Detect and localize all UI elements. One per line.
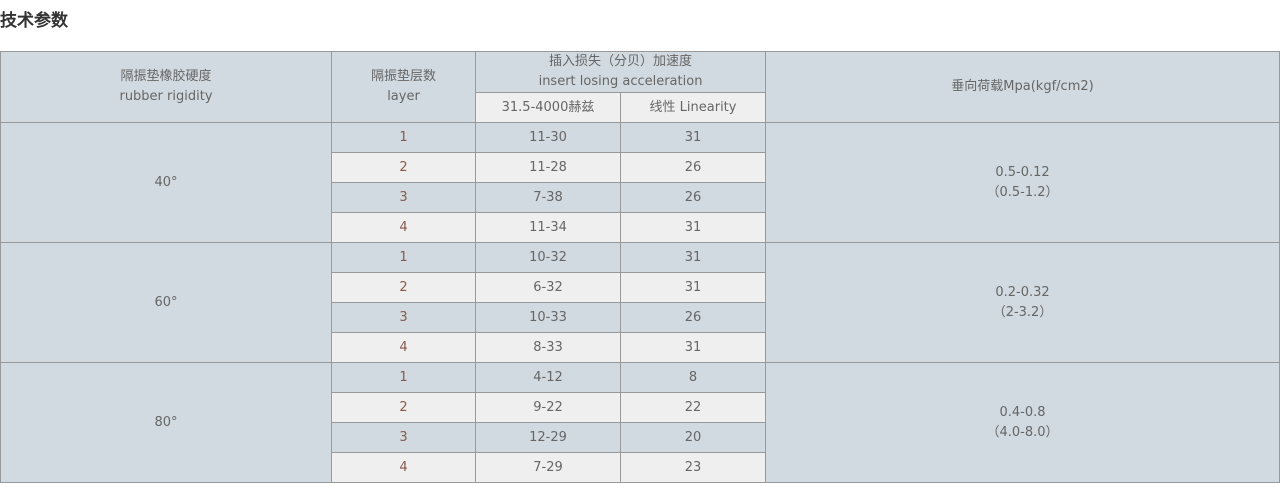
- header-freq: 31.5-4000赫兹: [475, 92, 621, 123]
- table-row: 2 11-28 26: [1, 152, 1280, 183]
- table-row: 4 11-34 31: [1, 212, 1280, 243]
- spec-table: 隔振垫橡胶硬度 rubber rigidity 隔振垫层数 layer 插入损失（分…: [0, 51, 1280, 483]
- load-mpa: 0.4-0.8: [999, 404, 1046, 420]
- load-mpa: 0.2-0.32: [995, 284, 1050, 300]
- header-rigidity-cn: 隔振垫橡胶硬度: [120, 69, 212, 84]
- freq-cell: 11-34: [475, 212, 621, 243]
- freq-cell: 10-32: [475, 242, 621, 273]
- table-row: 40° 1 11-30 31 0.5-0.12 （0.5-1.2）: [0, 122, 1280, 243]
- freq-cell: 8-33: [475, 332, 621, 363]
- freq-cell: 10-33: [475, 302, 621, 333]
- linear-cell: 31: [619, 272, 767, 303]
- linear-cell: 31: [619, 332, 767, 363]
- freq-cell: 9-22: [475, 392, 621, 423]
- header-loss-en: insert losing acceleration: [538, 74, 703, 89]
- header-layer: 隔振垫层数 layer: [331, 51, 476, 123]
- header-loss: 插入损失（分贝）加速度 insert losing acceleration: [474, 51, 767, 93]
- layer-cell: 4: [331, 332, 476, 363]
- layer-cell: 3: [331, 422, 476, 453]
- linear-cell: 26: [619, 302, 767, 333]
- linear-cell: 31: [619, 212, 767, 243]
- header-rigidity: 隔振垫橡胶硬度 rubber rigidity: [0, 51, 332, 123]
- load-kgf: （2-3.2）: [992, 304, 1053, 320]
- rigidity-cell: 60°: [0, 242, 332, 363]
- layer-cell: 1: [331, 122, 476, 153]
- load-kgf: （4.0-8.0）: [986, 424, 1059, 440]
- layer-cell: 3: [331, 302, 476, 333]
- header-rigidity-en: rubber rigidity: [119, 89, 213, 104]
- layer-cell: 2: [331, 152, 476, 183]
- linear-cell: 26: [619, 182, 767, 213]
- freq-cell: 11-28: [475, 152, 621, 183]
- table-row: 2 9-22 22: [1, 392, 1280, 423]
- table-row: 80° 1 4-12 8 0.4-0.8 （4.0-8.0）: [0, 362, 1280, 483]
- load-mpa: 0.5-0.12: [995, 164, 1050, 180]
- freq-cell: 12-29: [475, 422, 621, 453]
- freq-cell: 4-12: [475, 362, 621, 393]
- load-kgf: （0.5-1.2）: [986, 184, 1059, 200]
- layer-cell: 2: [331, 392, 476, 423]
- rigidity-cell: 80°: [0, 362, 332, 483]
- layer-cell: 3: [331, 182, 476, 213]
- linear-cell: 31: [619, 242, 767, 273]
- header-layer-en: layer: [387, 89, 420, 104]
- freq-cell: 6-32: [475, 272, 621, 303]
- header-loss-cn: 插入损失（分贝）加速度: [549, 54, 693, 69]
- layer-cell: 4: [331, 452, 476, 483]
- rigidity-cell: 40°: [0, 122, 332, 243]
- linear-cell: 8: [619, 362, 767, 393]
- header-load: 垂向荷载Mpa(kgf/cm2): [765, 51, 1280, 123]
- load-cell: 0.4-0.8 （4.0-8.0）: [765, 362, 1280, 483]
- linear-cell: 20: [619, 422, 767, 453]
- layer-cell: 2: [331, 272, 476, 303]
- linear-cell: 31: [619, 122, 767, 153]
- freq-cell: 7-29: [475, 452, 621, 483]
- layer-cell: 4: [331, 212, 476, 243]
- load-cell: 0.2-0.32 （2-3.2）: [765, 242, 1280, 363]
- table-row: 60° 1 10-32 31 0.2-0.32 （2-3.2）: [0, 242, 1280, 363]
- table-row: 3 12-29 20: [1, 422, 1280, 453]
- layer-cell: 1: [331, 362, 476, 393]
- freq-cell: 11-30: [475, 122, 621, 153]
- table-row: 3 7-38 26: [1, 182, 1280, 213]
- section-title: 技术参数: [0, 11, 68, 31]
- table-row: 2 6-32 31: [1, 272, 1280, 303]
- linear-cell: 23: [619, 452, 767, 483]
- header-linear: 线性 Linearity: [619, 92, 767, 123]
- header-layer-cn: 隔振垫层数: [370, 69, 436, 84]
- linear-cell: 26: [619, 152, 767, 183]
- linear-cell: 22: [619, 392, 767, 423]
- freq-cell: 7-38: [475, 182, 621, 213]
- table-row: 4 8-33 31: [1, 332, 1280, 363]
- table-row: 4 7-29 23: [1, 452, 1280, 483]
- load-cell: 0.5-0.12 （0.5-1.2）: [765, 122, 1280, 243]
- layer-cell: 1: [331, 242, 476, 273]
